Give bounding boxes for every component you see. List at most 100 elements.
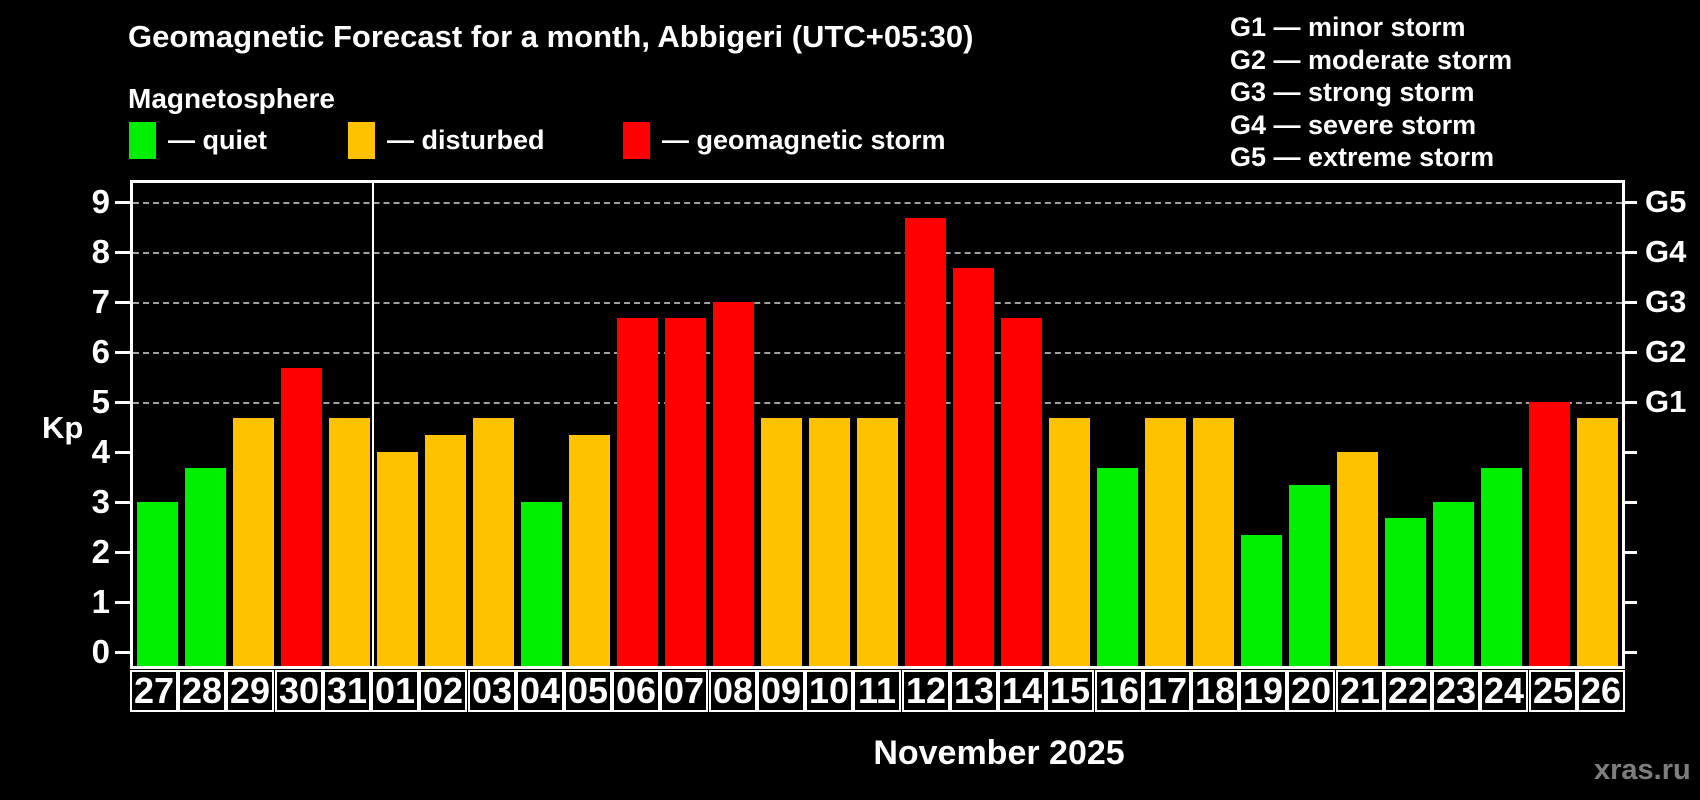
kp-bar-day-11 (857, 418, 898, 666)
right-tick-3 (1622, 501, 1637, 504)
day-label-12: 12 (902, 670, 950, 712)
right-axis-label-G2: G2 (1645, 334, 1687, 369)
day-label-04: 04 (516, 670, 564, 712)
kp-bar-day-27 (137, 502, 178, 666)
kp-bar-day-15 (1049, 418, 1090, 666)
kp-bar-day-03 (473, 418, 514, 666)
kp-bar-day-08 (713, 302, 754, 666)
right-tick-5 (1622, 401, 1637, 404)
day-label-28: 28 (178, 670, 226, 712)
gridline-kp6 (133, 352, 1622, 354)
legend-label-disturbed: — disturbed (387, 124, 545, 155)
kp-bar-day-29 (233, 418, 274, 666)
kp-bar-day-26 (1577, 418, 1618, 666)
kp-bar-day-12 (905, 218, 946, 666)
y-tick-label-2: 2 (91, 533, 110, 570)
kp-bar-day-01 (377, 452, 418, 666)
y-tick-8 (115, 251, 130, 254)
day-label-18: 18 (1191, 670, 1239, 712)
day-label-26: 26 (1577, 670, 1625, 712)
gridline-kp8 (133, 252, 1622, 254)
day-label-14: 14 (998, 670, 1046, 712)
g-legend-line-G3: G3 — strong storm (1230, 77, 1475, 107)
day-label-01: 01 (371, 670, 419, 712)
day-label-06: 06 (612, 670, 660, 712)
legend-label-quiet: — quiet (168, 124, 267, 155)
month-separator (372, 183, 374, 666)
day-label-17: 17 (1143, 670, 1191, 712)
right-tick-6 (1622, 351, 1637, 354)
y-tick-label-4: 4 (91, 433, 110, 470)
day-label-08: 08 (709, 670, 757, 712)
day-label-11: 11 (853, 670, 901, 712)
y-tick-label-8: 8 (91, 233, 110, 270)
gridline-kp5 (133, 402, 1622, 404)
kp-bar-day-21 (1337, 452, 1378, 666)
day-label-05: 05 (564, 670, 612, 712)
day-label-25: 25 (1529, 670, 1577, 712)
y-tick-label-5: 5 (91, 383, 110, 420)
kp-bar-day-09 (761, 418, 802, 666)
g-legend-line-G4: G4 — severe storm (1230, 109, 1477, 140)
kp-bar-day-13 (953, 268, 994, 666)
y-tick-6 (115, 351, 130, 354)
day-label-15: 15 (1046, 670, 1094, 712)
y-tick-label-7: 7 (91, 283, 110, 320)
right-tick-4 (1622, 451, 1637, 454)
right-tick-7 (1622, 301, 1637, 304)
kp-bar-day-17 (1145, 418, 1186, 666)
kp-bar-day-18 (1193, 418, 1234, 666)
y-tick-9 (115, 201, 130, 204)
day-label-23: 23 (1432, 670, 1480, 712)
y-tick-label-3: 3 (91, 483, 110, 520)
kp-bar-day-10 (809, 418, 850, 666)
kp-bar-day-24 (1481, 468, 1522, 666)
day-label-21: 21 (1336, 670, 1384, 712)
day-label-31: 31 (323, 670, 371, 712)
y-tick-3 (115, 501, 130, 504)
kp-bar-day-06 (617, 318, 658, 666)
legend-item-quiet: — quiet (129, 121, 267, 159)
disturbed-color-swatch (348, 121, 375, 159)
plot-area (130, 180, 1625, 669)
g-scale-legend: G1 — minor storm G2 — moderate storm G3 — … (1230, 11, 1512, 174)
y-tick-1 (115, 601, 130, 604)
kp-bar-day-30 (281, 368, 322, 666)
day-label-10: 10 (805, 670, 853, 712)
kp-bar-day-07 (665, 318, 706, 666)
y-tick-7 (115, 301, 130, 304)
g-legend-line-G2: G2 — moderate storm (1230, 44, 1513, 75)
kp-bar-day-02 (425, 435, 466, 666)
kp-bar-day-19 (1241, 535, 1282, 666)
kp-bar-day-05 (569, 435, 610, 666)
right-axis-label-G1: G1 (1645, 384, 1687, 419)
y-tick-4 (115, 451, 130, 454)
kp-bar-day-16 (1097, 468, 1138, 666)
legend-label-storm: — geomagnetic storm (662, 124, 946, 155)
day-label-09: 09 (757, 670, 805, 712)
y-tick-label-6: 6 (91, 333, 110, 370)
x-axis-title: November 2025 (873, 734, 1125, 772)
day-label-16: 16 (1095, 670, 1143, 712)
day-label-30: 30 (275, 670, 323, 712)
legend-item-storm: — geomagnetic storm (623, 121, 946, 159)
y-tick-label-9: 9 (91, 183, 110, 220)
right-tick-9 (1622, 201, 1637, 204)
kp-bar-day-25 (1529, 402, 1570, 666)
y-tick-2 (115, 551, 130, 554)
kp-bar-day-28 (185, 468, 226, 666)
right-tick-2 (1622, 551, 1637, 554)
gridline-kp7 (133, 302, 1622, 304)
right-axis-label-G3: G3 (1645, 284, 1687, 319)
day-label-27: 27 (130, 670, 178, 712)
kp-bar-day-23 (1433, 502, 1474, 666)
right-axis-label-G5: G5 (1645, 184, 1687, 219)
gridline-kp9 (133, 202, 1622, 204)
right-tick-0 (1622, 651, 1637, 654)
storm-color-swatch (623, 121, 650, 159)
chart-subtitle: Magnetosphere (128, 83, 335, 114)
quiet-color-swatch (129, 121, 156, 159)
day-label-29: 29 (226, 670, 274, 712)
day-label-07: 07 (660, 670, 708, 712)
